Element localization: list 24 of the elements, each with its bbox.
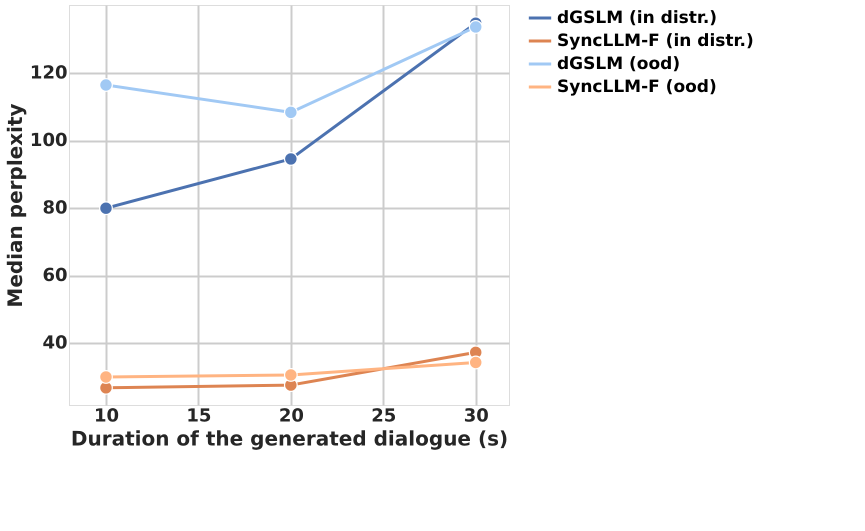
y-tick-label: 40 [42, 332, 68, 354]
point [99, 370, 113, 384]
point [468, 20, 483, 34]
y-tick-label: 120 [30, 62, 68, 84]
point [284, 152, 298, 166]
x-tick-label: 25 [371, 406, 396, 426]
point [284, 105, 298, 120]
point [99, 78, 113, 92]
point [284, 368, 298, 382]
x-tick-label: 30 [464, 406, 489, 426]
legend-label: SyncLLM-F (ood) [557, 77, 717, 97]
y-tick-label: 100 [30, 130, 68, 152]
x-tick-label: 10 [94, 406, 120, 426]
point [99, 201, 113, 216]
legend-label: SyncLLM-F (in distr.) [557, 31, 754, 51]
point [468, 356, 483, 370]
x-tick-label: 20 [278, 406, 304, 426]
y-tick-label: 80 [42, 198, 68, 219]
y-tick-label: 60 [42, 265, 68, 286]
x-axis-title: Duration of the generated dialogue (s) [70, 426, 508, 450]
legend-label: dGSLM (in distr.) [557, 8, 718, 28]
x-tick-label: 15 [186, 406, 212, 426]
y-axis-title: Median perplexity [2, 103, 27, 308]
legend-label: dGSLM (ood) [557, 54, 680, 74]
